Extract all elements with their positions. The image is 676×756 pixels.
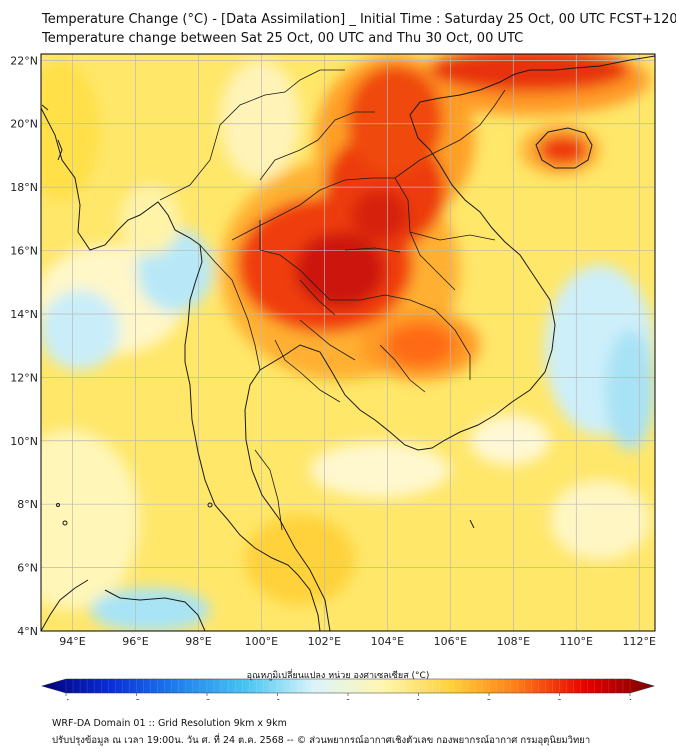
lat-tick-label: 18°N <box>10 181 38 194</box>
lat-tick-label: 14°N <box>10 308 38 321</box>
colorbar-tick-label: -2 <box>204 698 211 700</box>
lat-tick-label: 20°N <box>10 118 38 131</box>
map-frame <box>40 53 656 632</box>
colorbar-tick-label: -1 <box>274 698 281 700</box>
lon-tick-label: 100°E <box>245 635 278 648</box>
colorbar: -4 -3 -2 -1 0 1 2 3 4 <box>40 678 656 700</box>
colorbar-tick-label: -4 <box>63 698 71 700</box>
lon-tick-label: 102°E <box>308 635 341 648</box>
colorbar-tick-label: 4 <box>628 698 633 700</box>
lat-tick-label: 22°N <box>10 54 38 67</box>
lon-tick-label: 106°E <box>434 635 467 648</box>
lat-tick-label: 4°N <box>17 625 38 638</box>
country-borders <box>159 69 506 531</box>
footer-model-info: WRF-DA Domain 01 :: Grid Resolution 9km … <box>52 718 287 729</box>
lon-tick-label: 96°E <box>122 635 148 648</box>
lat-tick-label: 8°N <box>17 498 38 511</box>
lat-tick-label: 10°N <box>10 435 38 448</box>
lon-tick-label: 108°E <box>497 635 530 648</box>
map-title-line1: Temperature Change (°C) - [Data Assimila… <box>42 12 676 27</box>
colorbar-ticks: -4 -3 -2 -1 0 1 2 3 4 <box>63 679 633 700</box>
lon-tick-label: 98°E <box>185 635 211 648</box>
lat-tick-label: 16°N <box>10 245 38 258</box>
lon-tick-label: 110°E <box>560 635 593 648</box>
map-title-line2: Temperature change between Sat 25 Oct, 0… <box>42 31 524 46</box>
lat-tick-label: 12°N <box>10 371 38 384</box>
lon-tick-label: 94°E <box>59 635 85 648</box>
axis-tick-labels: 94°E 96°E 98°E 100°E 102°E 104°E 106°E 108°E 110… <box>10 54 656 648</box>
colorbar-tick-label: 1 <box>416 698 420 700</box>
colorbar-tick-label: -3 <box>133 698 140 700</box>
footer-update-info: ปรับปรุงข้อมูล ณ เวลา 19:00น. วัน ศ. ที่… <box>52 735 591 746</box>
colorbar-tick-label: 2 <box>487 698 491 700</box>
lat-tick-label: 6°N <box>17 562 38 575</box>
temperature-field <box>41 54 655 631</box>
lon-tick-label: 104°E <box>371 635 404 648</box>
lon-tick-label: 112°E <box>623 635 656 648</box>
temperature-change-map: 94°E 96°E 98°E 100°E 102°E 104°E 106°E 108°E 110… <box>10 53 656 700</box>
lat-lon-gridlines <box>41 54 655 631</box>
colorbar-tick-label: 3 <box>557 698 561 700</box>
colorbar-label: อุณหภูมิเปลี่ยนแปลง หน่วย องศาเซลเซียส (… <box>246 671 430 681</box>
coastlines-and-borders <box>41 55 655 631</box>
colorbar-tick-label: 0 <box>346 698 350 700</box>
